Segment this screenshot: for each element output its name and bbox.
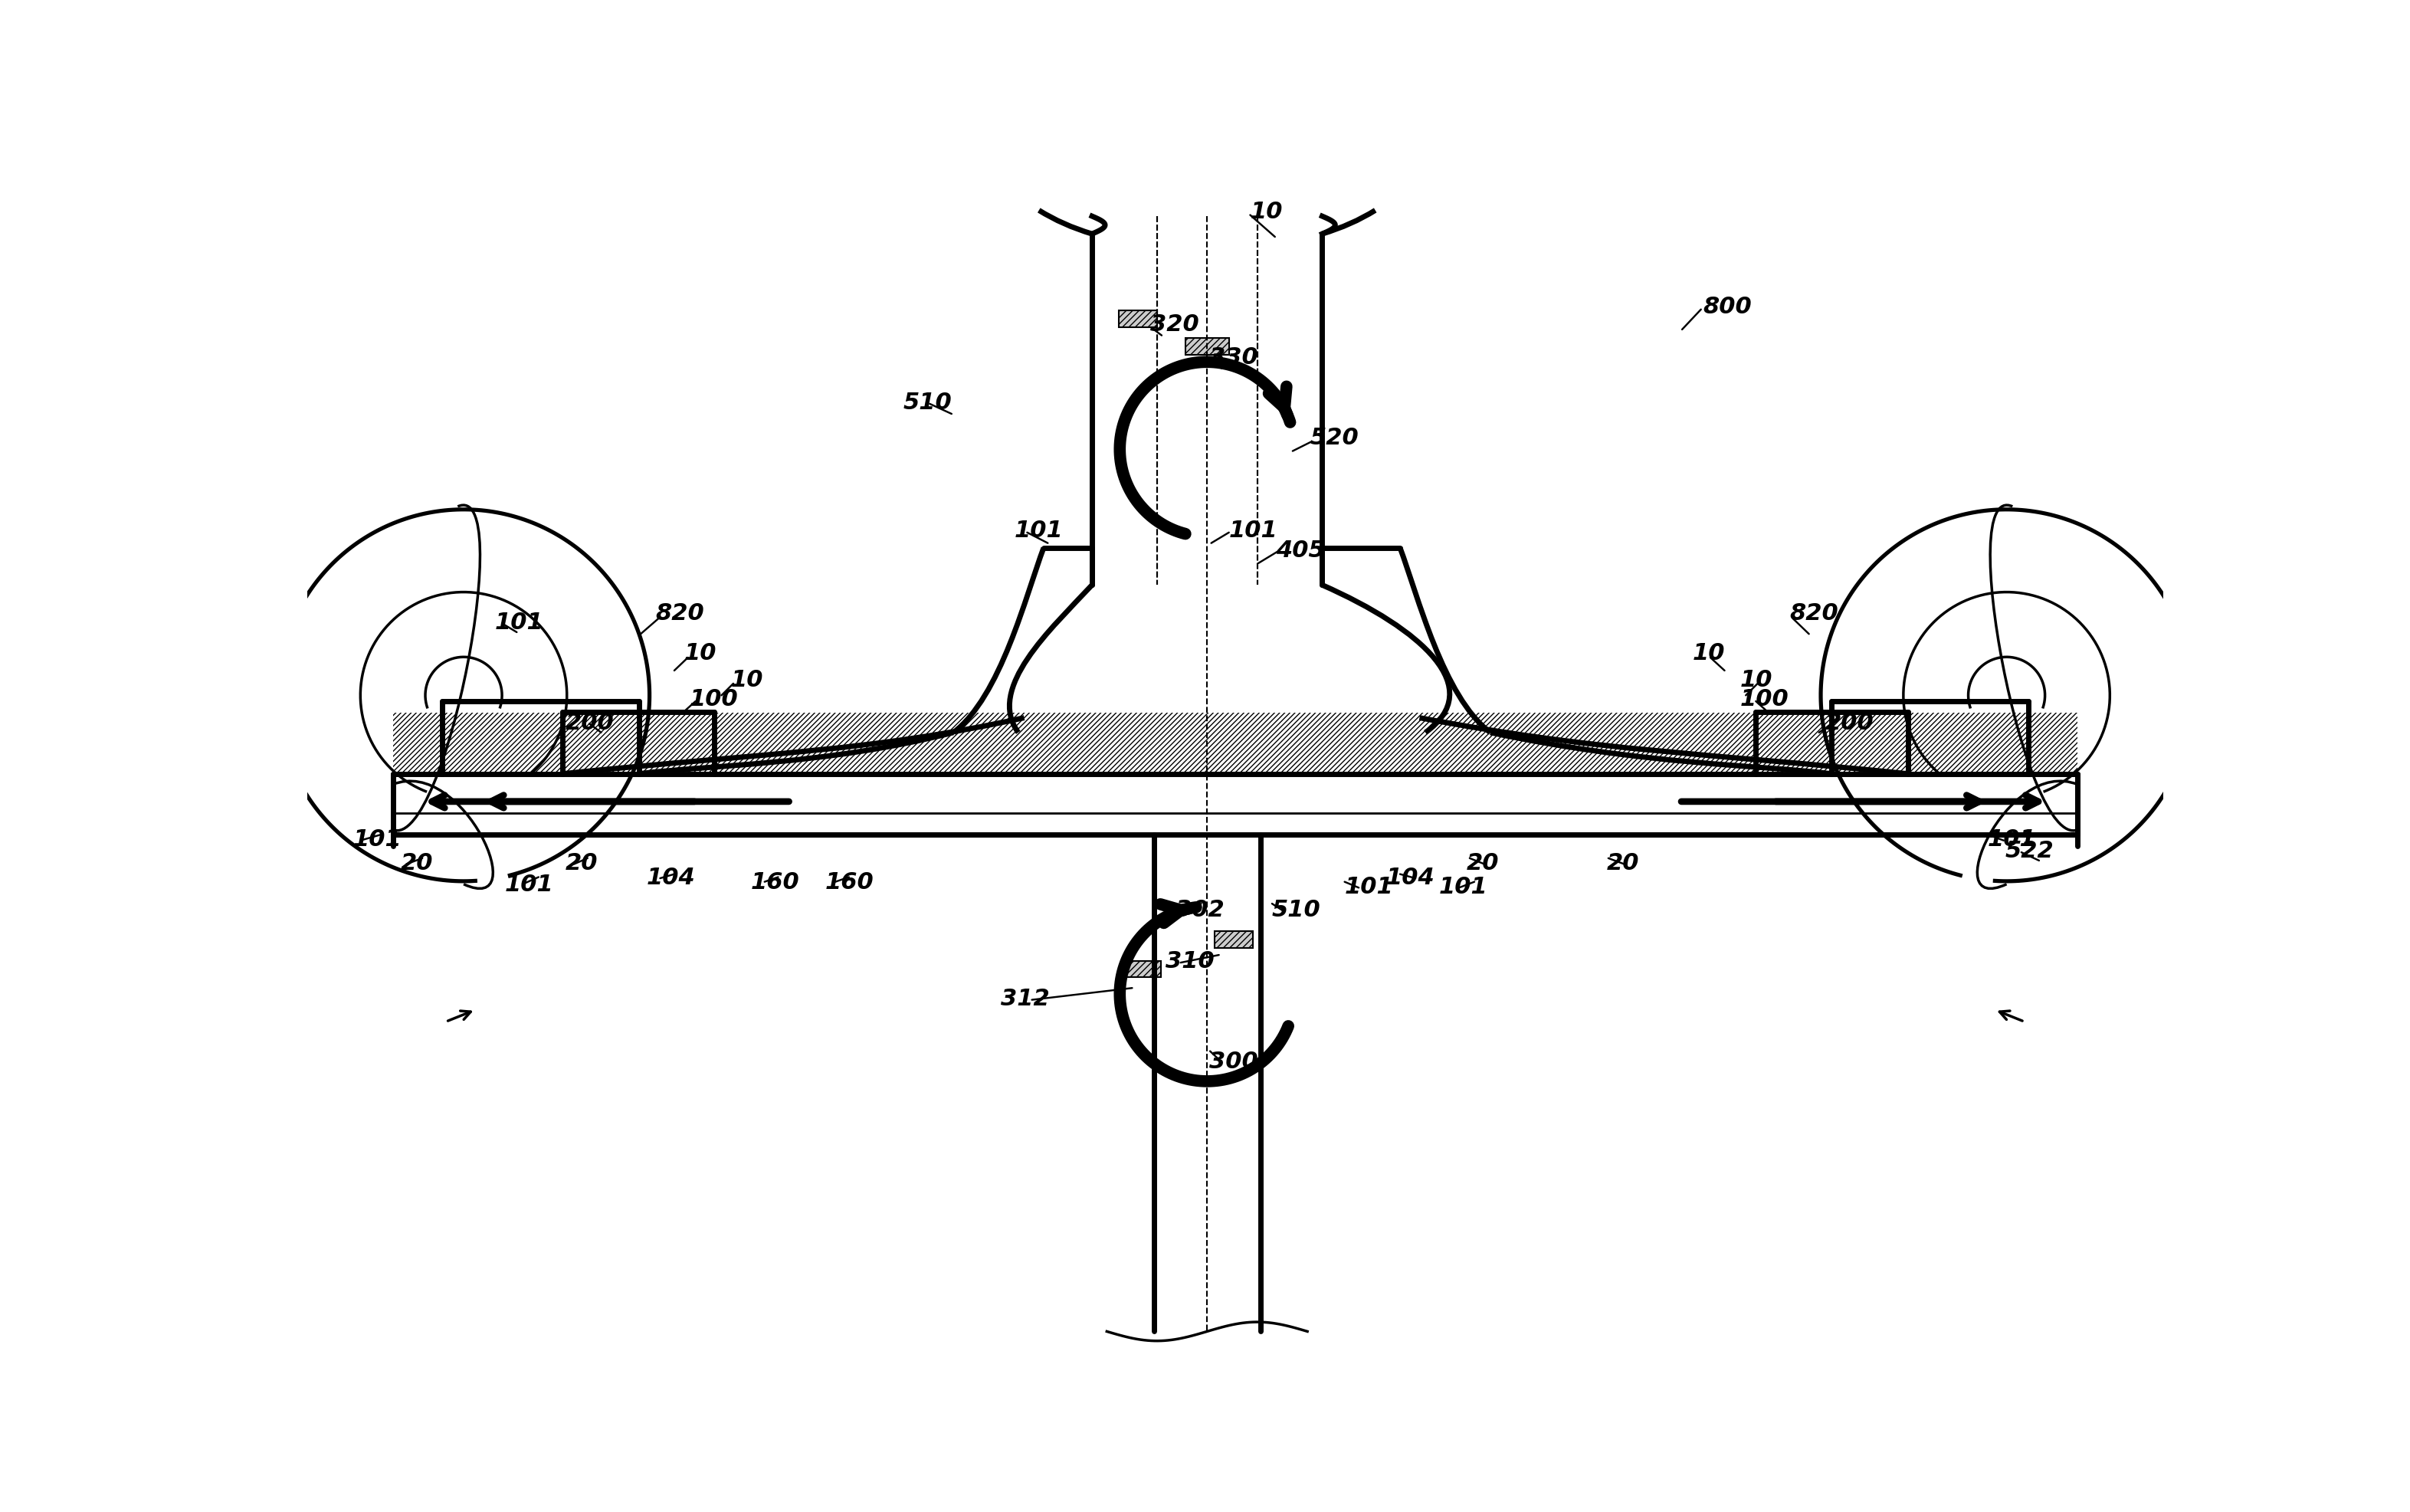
Bar bbox=[1123, 962, 1162, 978]
Text: 10: 10 bbox=[1740, 668, 1771, 691]
Text: 101: 101 bbox=[494, 611, 545, 634]
Text: 20: 20 bbox=[566, 851, 598, 874]
Text: 820: 820 bbox=[656, 602, 704, 624]
Text: 200: 200 bbox=[566, 712, 615, 733]
Text: 800: 800 bbox=[1704, 295, 1752, 318]
Text: 300: 300 bbox=[1210, 1051, 1258, 1072]
Bar bbox=[1215, 931, 1253, 948]
Text: 200: 200 bbox=[1824, 712, 1873, 733]
Text: 101: 101 bbox=[1439, 875, 1487, 897]
Text: 10: 10 bbox=[1692, 643, 1726, 664]
Text: 20: 20 bbox=[1468, 851, 1499, 874]
Text: 101: 101 bbox=[1015, 520, 1063, 541]
Text: 510: 510 bbox=[904, 392, 952, 414]
Text: 20: 20 bbox=[1607, 851, 1639, 874]
Text: 100: 100 bbox=[689, 688, 737, 711]
Text: 10: 10 bbox=[1251, 201, 1282, 224]
Text: 312: 312 bbox=[1000, 987, 1048, 1010]
Bar bbox=[1186, 339, 1229, 355]
Text: 100: 100 bbox=[1740, 688, 1788, 711]
Text: 820: 820 bbox=[1791, 602, 1839, 624]
Text: 101: 101 bbox=[1229, 520, 1277, 541]
Text: 405: 405 bbox=[1277, 538, 1326, 561]
Text: 160: 160 bbox=[824, 871, 875, 894]
Text: 101: 101 bbox=[506, 874, 554, 895]
Text: 330: 330 bbox=[1210, 346, 1258, 369]
Text: 160: 160 bbox=[752, 871, 800, 894]
Text: 310: 310 bbox=[1166, 950, 1215, 972]
Text: 320: 320 bbox=[1150, 313, 1198, 336]
Text: 520: 520 bbox=[1311, 426, 1359, 449]
Text: 101: 101 bbox=[1345, 875, 1393, 897]
Text: 104: 104 bbox=[646, 866, 696, 889]
Text: 20: 20 bbox=[400, 851, 434, 874]
Text: 101: 101 bbox=[1988, 829, 2036, 850]
Text: 302: 302 bbox=[1176, 898, 1224, 921]
Text: 522: 522 bbox=[2005, 839, 2053, 862]
Bar bbox=[393, 714, 2077, 774]
Text: 10: 10 bbox=[730, 668, 764, 691]
Text: 104: 104 bbox=[1386, 866, 1434, 889]
Text: 101: 101 bbox=[354, 829, 402, 850]
Text: 510: 510 bbox=[1272, 898, 1321, 921]
Text: 10: 10 bbox=[684, 643, 716, 664]
Bar bbox=[1118, 311, 1157, 328]
